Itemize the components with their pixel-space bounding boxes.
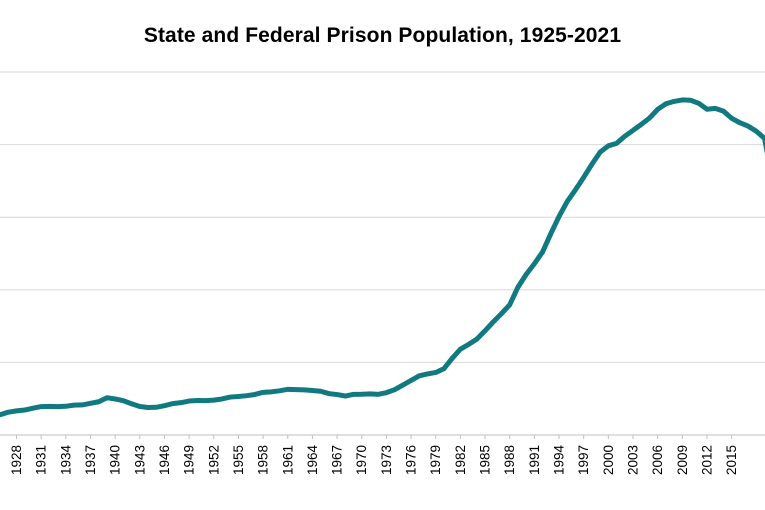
x-tick-label: 1991 <box>527 445 542 475</box>
x-tick-label: 1958 <box>256 445 271 475</box>
x-tick-label: 1988 <box>502 445 517 475</box>
x-tick-label: 1985 <box>478 445 493 475</box>
x-tick-label: 2009 <box>675 445 690 475</box>
x-tick-label: 1961 <box>280 445 295 475</box>
x-tick-label: 1994 <box>552 445 567 476</box>
x-tick-labels: 1928 1931 1934 1937 1940 1943 1946 1949 1952 1955… <box>9 445 739 476</box>
x-tick-label: 1946 <box>157 445 172 475</box>
x-tick-label: 1937 <box>83 445 98 475</box>
gridlines <box>0 71 765 363</box>
series-line-prison-population <box>0 97 765 418</box>
x-tick-label: 2003 <box>626 445 641 475</box>
x-tick-label: 1967 <box>330 445 345 475</box>
x-tick-label: 1964 <box>305 445 320 476</box>
x-tick-label: 1949 <box>182 445 197 475</box>
x-tick-label: 1970 <box>354 445 369 475</box>
x-tick-label: 1997 <box>576 445 591 475</box>
x-tick-label: 2015 <box>724 445 739 475</box>
x-tick-label: 1955 <box>231 445 246 475</box>
x-tick-label: 1943 <box>132 445 147 475</box>
x-tick-label: 1952 <box>206 445 221 475</box>
x-tick-label: 1973 <box>379 445 394 475</box>
x-tick-label: 1982 <box>453 445 468 475</box>
x-tick-label: 2000 <box>601 445 616 475</box>
data-series <box>0 97 765 418</box>
chart-title: State and Federal Prison Population, 192… <box>143 24 622 47</box>
x-tick-label: 2012 <box>699 445 714 475</box>
x-tick-label: 2006 <box>650 445 665 475</box>
x-tick-label: 1928 <box>9 445 24 475</box>
x-tick-label: 1931 <box>34 445 49 475</box>
x-tick-label: 1940 <box>108 445 123 475</box>
x-tick-label: 1979 <box>428 445 443 475</box>
x-tick-label: 1976 <box>404 445 419 475</box>
x-axis <box>0 434 765 439</box>
x-tick-label: 1934 <box>58 445 73 476</box>
